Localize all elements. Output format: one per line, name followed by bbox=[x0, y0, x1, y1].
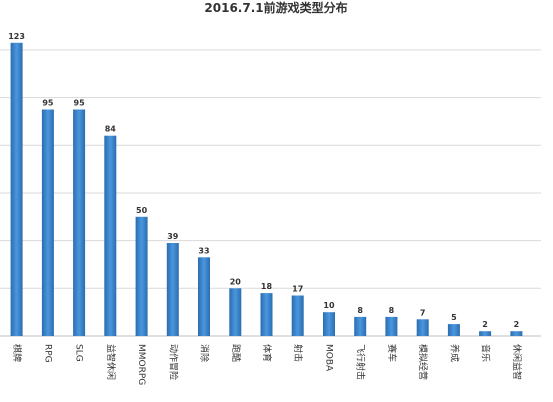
value-labels: 123 95 95 84 50 39 33 20 18 17 10 8 8 7 5 2 2 bbox=[8, 32, 519, 329]
data-label: 8 bbox=[389, 306, 395, 315]
bar bbox=[10, 42, 23, 337]
bars bbox=[10, 42, 523, 337]
category-label: 动作冒险 bbox=[167, 344, 179, 380]
bar bbox=[41, 109, 54, 336]
bar bbox=[260, 293, 273, 336]
category-label: 休闲益智 bbox=[511, 344, 523, 380]
bar bbox=[135, 216, 148, 336]
bar bbox=[479, 331, 492, 336]
bar bbox=[354, 316, 367, 336]
category-labels: 棋牌 RPG SLG 益智休闲 MMORPG 动作冒险 消除 跑酷 体育 射击 MOBA 飞行射击 赛车… bbox=[11, 344, 523, 385]
bar bbox=[229, 288, 242, 336]
data-label: 8 bbox=[357, 306, 363, 315]
category-label: MOBA bbox=[324, 344, 334, 372]
category-label: 射击 bbox=[292, 344, 304, 362]
bar bbox=[416, 319, 429, 336]
category-label: SLG bbox=[74, 344, 84, 362]
data-label: 17 bbox=[292, 285, 303, 294]
category-label: 模拟经营 bbox=[417, 344, 429, 380]
data-label: 18 bbox=[261, 282, 273, 291]
bar bbox=[291, 295, 304, 336]
bar bbox=[198, 257, 210, 336]
category-label: 体育 bbox=[261, 344, 273, 362]
category-label: 益智休闲 bbox=[105, 344, 117, 380]
data-label: 2 bbox=[514, 320, 520, 329]
data-label: 95 bbox=[74, 99, 86, 108]
data-label: 84 bbox=[105, 125, 117, 134]
category-label: 赛车 bbox=[386, 344, 398, 362]
bar bbox=[510, 331, 523, 336]
category-label: 消除 bbox=[199, 344, 211, 362]
bar bbox=[166, 243, 179, 336]
category-label: 飞行射击 bbox=[355, 344, 367, 380]
chart-title: 2016.7.1前游戏类型分布 bbox=[204, 0, 347, 15]
data-label: 123 bbox=[8, 32, 25, 41]
bar bbox=[73, 109, 86, 336]
category-label: 棋牌 bbox=[11, 344, 23, 362]
category-label: 养成 bbox=[448, 344, 460, 362]
category-label: MMORPG bbox=[136, 344, 146, 385]
data-label: 39 bbox=[167, 232, 179, 241]
data-label: 10 bbox=[323, 301, 335, 310]
data-label: 20 bbox=[230, 277, 242, 286]
data-label: 50 bbox=[136, 206, 148, 215]
data-label: 5 bbox=[451, 313, 457, 322]
bar bbox=[447, 324, 460, 336]
bar bbox=[323, 312, 335, 336]
data-label: 33 bbox=[198, 246, 209, 255]
bar bbox=[104, 135, 117, 336]
category-label: 跑酷 bbox=[230, 344, 242, 362]
gridlines bbox=[0, 49, 541, 337]
data-label: 2 bbox=[482, 320, 488, 329]
category-label: 音乐 bbox=[480, 344, 492, 362]
bar bbox=[385, 316, 398, 336]
data-label: 7 bbox=[420, 308, 426, 317]
category-label: RPG bbox=[42, 344, 52, 363]
data-label: 95 bbox=[42, 99, 54, 108]
